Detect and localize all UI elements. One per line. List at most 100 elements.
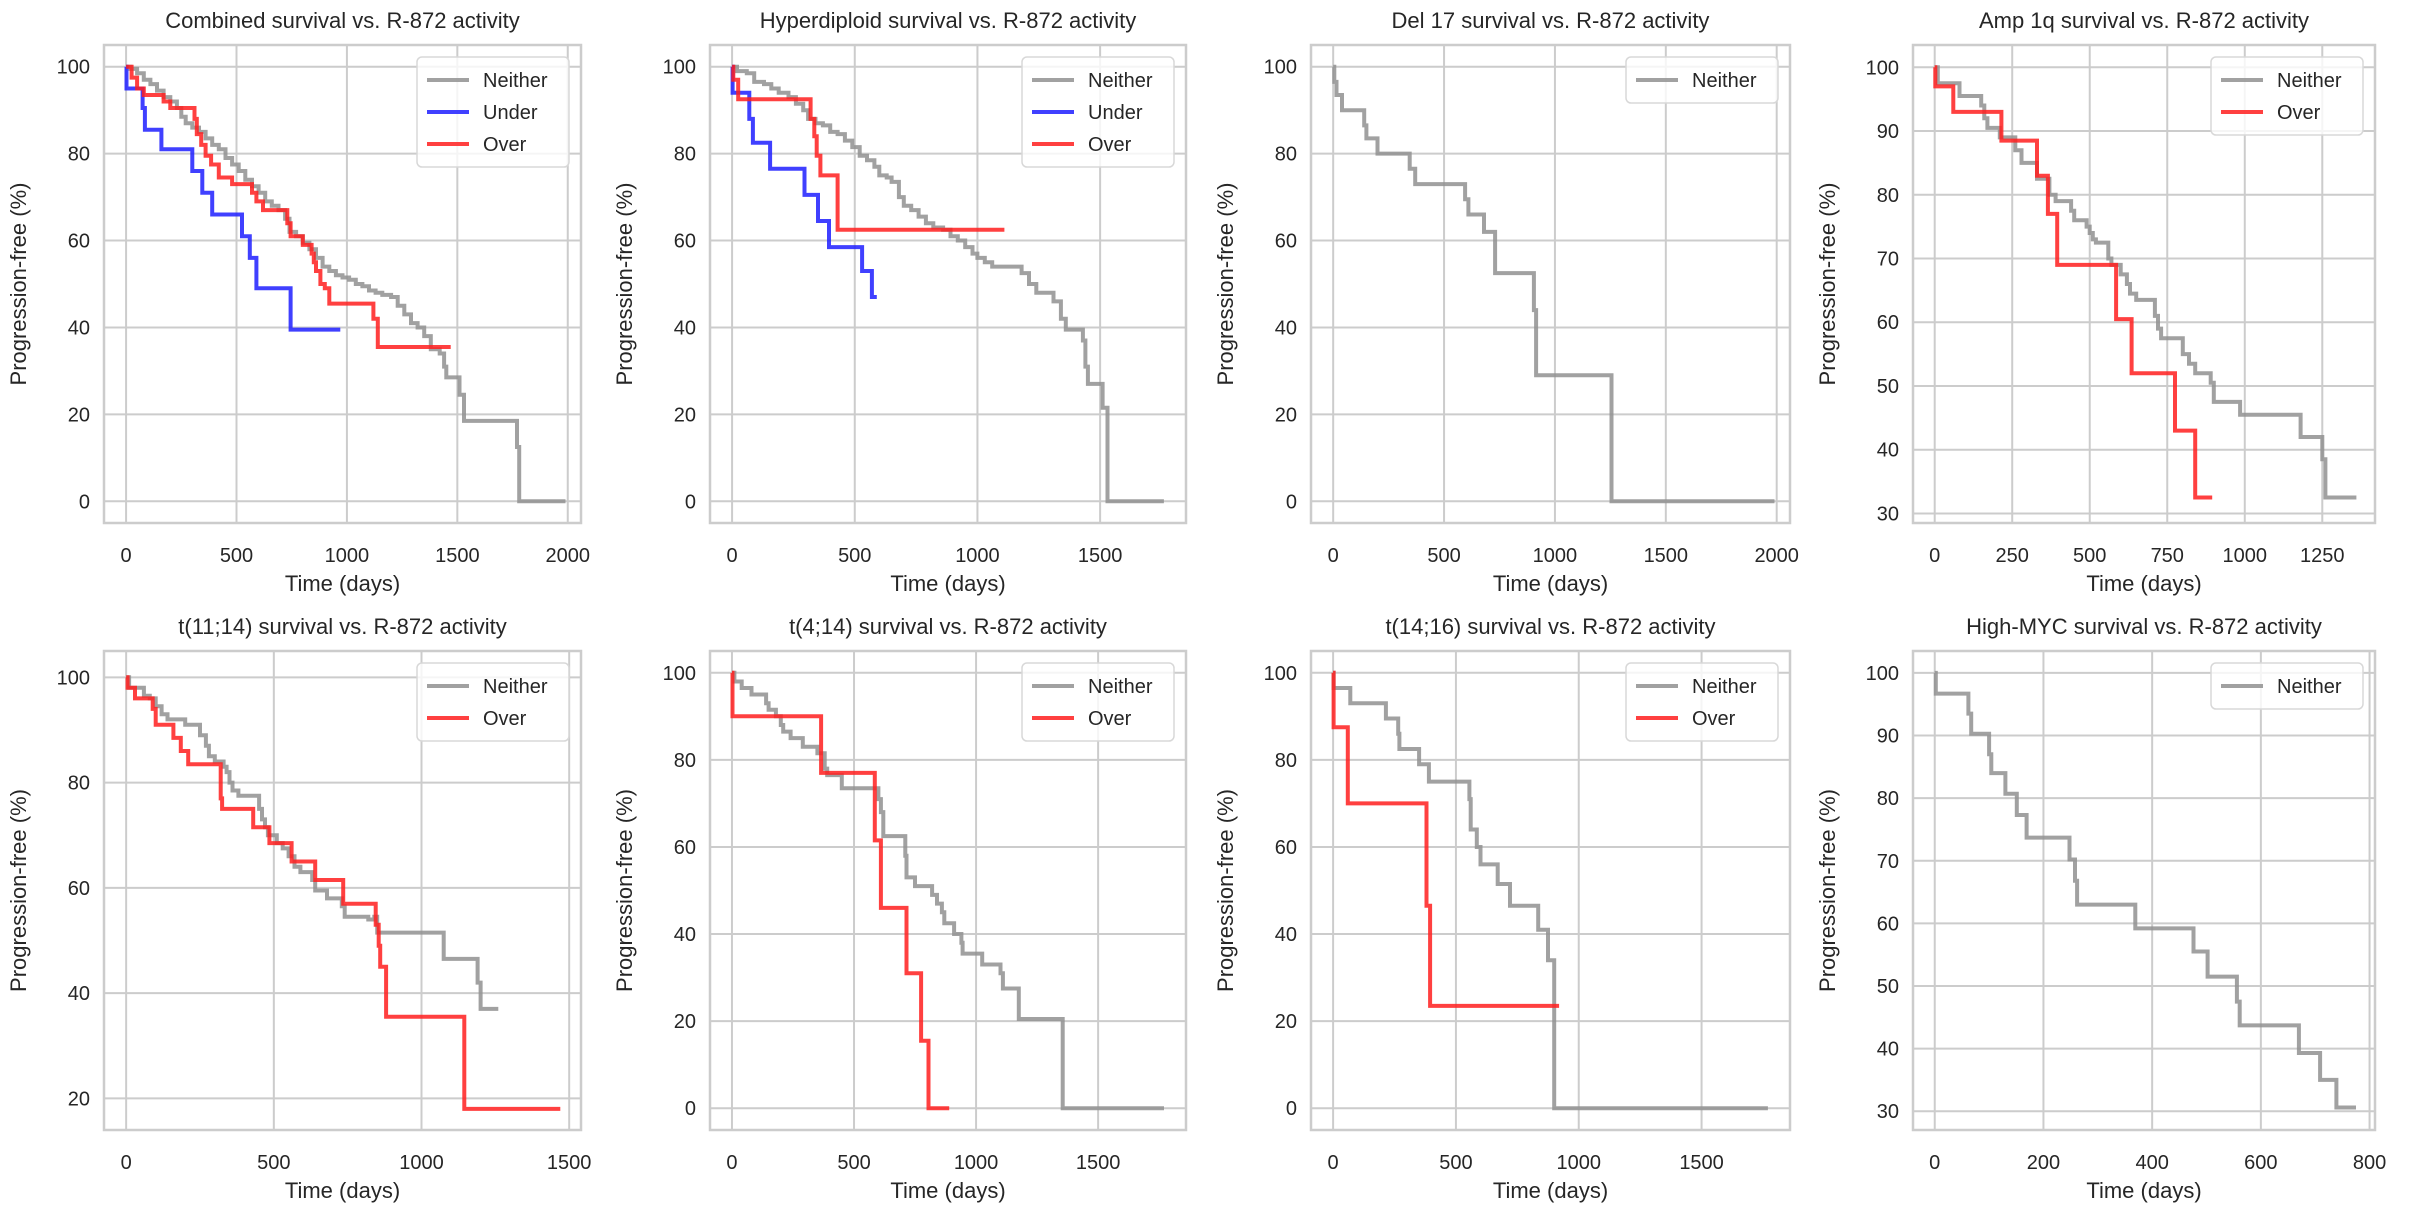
y-tick-label: 40 <box>68 317 90 339</box>
x-tick-label: 1500 <box>1076 1152 1121 1174</box>
y-tick-label: 100 <box>1866 663 1899 685</box>
series-line-over <box>1933 65 2213 500</box>
legend-box <box>1625 662 1779 742</box>
x-axis-label: Time (days) <box>285 1178 400 1203</box>
x-tick-label: 2000 <box>1754 545 1799 567</box>
y-tick-label: 80 <box>68 773 90 795</box>
chart-title: Hyperdiploid survival vs. R-872 activity <box>760 8 1137 33</box>
y-tick-label: 90 <box>1877 726 1899 748</box>
x-axis-label: Time (days) <box>890 1178 1005 1203</box>
legend-box <box>1625 56 1779 104</box>
series-line-neither <box>1933 670 2356 1110</box>
chart-title: Combined survival vs. R-872 activity <box>165 8 520 33</box>
legend-label: Neither <box>1088 70 1153 92</box>
legend-label: Neither <box>483 676 548 698</box>
axes-frame <box>708 649 1188 1132</box>
y-tick-label: 80 <box>1877 788 1899 810</box>
x-tick-label: 1000 <box>955 545 1000 567</box>
legend-box <box>2210 662 2364 710</box>
legend-label: Neither <box>2277 70 2342 92</box>
axes-frame <box>708 43 1188 525</box>
y-tick-label: 40 <box>674 317 696 339</box>
y-tick-label: 80 <box>674 144 696 166</box>
chart-panel-2: 0 500 1000 1500 2000 0 20 40 60 80 100 Del 17 survi… <box>1213 8 1799 596</box>
axes-frame <box>1309 43 1792 525</box>
y-tick-label: 40 <box>1275 317 1297 339</box>
y-tick-label: 60 <box>68 231 90 253</box>
y-tick-label: 40 <box>1877 440 1899 462</box>
y-tick-label: 20 <box>674 1011 696 1033</box>
y-tick-label: 100 <box>1866 57 1899 79</box>
y-tick-label: 50 <box>1877 976 1899 998</box>
y-tick-label: 80 <box>68 144 90 166</box>
axes-frame <box>102 43 583 525</box>
x-axis-label: Time (days) <box>2086 1178 2201 1203</box>
legend-label: Under <box>483 102 538 124</box>
x-tick-label: 750 <box>2151 545 2184 567</box>
series-line-neither <box>1331 670 1768 1111</box>
x-axis-label: Time (days) <box>1493 571 1608 596</box>
y-tick-label: 0 <box>685 491 696 513</box>
y-axis-label: Progression-free (%) <box>612 789 637 992</box>
y-tick-label: 20 <box>674 404 696 426</box>
legend-label: Over <box>1088 708 1132 730</box>
legend-label: Over <box>2277 102 2321 124</box>
legend-label: Neither <box>1692 676 1757 698</box>
x-tick-label: 500 <box>220 545 253 567</box>
chart-panel-4: 0 500 1000 1500 20 40 60 80 100 t(11;14) survival… <box>6 614 591 1203</box>
x-tick-label: 500 <box>2073 545 2106 567</box>
x-tick-label: 1000 <box>1533 545 1578 567</box>
axes-frame <box>1911 649 2377 1132</box>
y-tick-label: 20 <box>1275 404 1297 426</box>
legend-box <box>2210 56 2364 136</box>
y-tick-label: 20 <box>1275 1011 1297 1033</box>
legend: Neither <box>2210 662 2364 710</box>
legend-box <box>416 662 570 742</box>
x-tick-label: 0 <box>1929 1152 1940 1174</box>
y-tick-label: 20 <box>68 404 90 426</box>
y-tick-label: 40 <box>674 924 696 946</box>
y-tick-label: 60 <box>68 878 90 900</box>
y-tick-label: 60 <box>1275 231 1297 253</box>
y-tick-label: 80 <box>1877 185 1899 207</box>
y-tick-label: 40 <box>68 983 90 1005</box>
y-tick-label: 60 <box>1275 837 1297 859</box>
x-tick-label: 500 <box>837 1152 870 1174</box>
x-tick-label: 800 <box>2353 1152 2386 1174</box>
chart-panel-0: 0 500 1000 1500 2000 0 20 40 60 80 100 Combined sur… <box>6 8 590 596</box>
legend-label: Over <box>483 134 527 156</box>
legend-label: Over <box>1692 708 1736 730</box>
chart-panel-5: 0 500 1000 1500 0 20 40 60 80 100 t(4;14) survival… <box>612 614 1188 1203</box>
x-tick-label: 0 <box>1929 545 1940 567</box>
y-tick-label: 100 <box>57 57 90 79</box>
legend-box <box>1021 662 1175 742</box>
series-line-over <box>1331 670 1560 1008</box>
legend-label: Under <box>1088 102 1143 124</box>
x-tick-label: 0 <box>726 1152 737 1174</box>
y-axis-label: Progression-free (%) <box>1213 789 1238 992</box>
series-line-over <box>125 675 561 1111</box>
legend-label: Neither <box>2277 676 2342 698</box>
grid <box>1311 45 1790 523</box>
legend-label: Neither <box>483 70 548 92</box>
x-tick-label: 0 <box>121 1152 132 1174</box>
y-axis-label: Progression-free (%) <box>6 789 31 992</box>
series-line-over <box>730 670 950 1111</box>
x-tick-label: 500 <box>1427 545 1460 567</box>
y-tick-label: 100 <box>57 667 90 689</box>
grid <box>1913 651 2375 1130</box>
y-tick-label: 0 <box>1286 491 1297 513</box>
legend: Neither Over <box>1625 662 1779 742</box>
y-tick-label: 60 <box>1877 312 1899 334</box>
y-tick-label: 20 <box>68 1088 90 1110</box>
chart-title: t(11;14) survival vs. R-872 activity <box>178 614 506 639</box>
series-line-under <box>730 64 877 299</box>
x-tick-label: 0 <box>727 545 738 567</box>
chart-title: t(14;16) survival vs. R-872 activity <box>1385 614 1715 639</box>
y-tick-label: 0 <box>685 1098 696 1120</box>
x-tick-label: 1500 <box>1644 545 1689 567</box>
y-tick-label: 50 <box>1877 376 1899 398</box>
y-tick-label: 30 <box>1877 503 1899 525</box>
chart-title: High-MYC survival vs. R-872 activity <box>1966 614 2322 639</box>
x-tick-label: 250 <box>1996 545 2029 567</box>
